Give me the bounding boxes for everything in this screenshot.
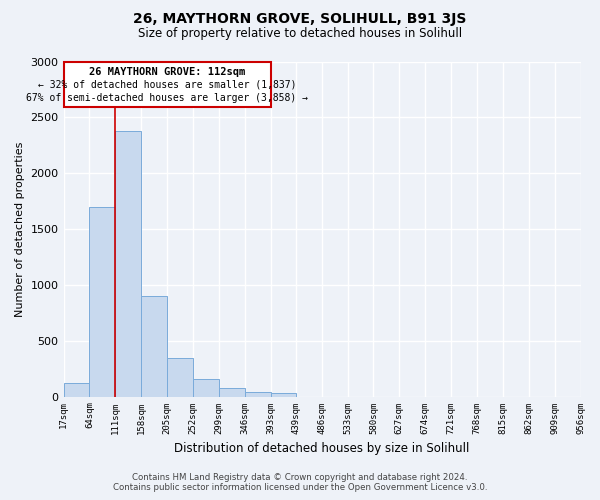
Bar (245, 392, 271, 396)
Bar (271, 393, 296, 396)
Bar (141, 296, 167, 396)
Y-axis label: Number of detached properties: Number of detached properties (15, 142, 25, 316)
Bar (89, 206, 115, 396)
X-axis label: Distribution of detached houses by size in Solihull: Distribution of detached houses by size … (175, 442, 470, 455)
Text: 67% of semi-detached houses are larger (3,858) →: 67% of semi-detached houses are larger (… (26, 92, 308, 102)
Bar (219, 388, 245, 396)
Bar (64, 382, 89, 396)
Text: 26 MAYTHORN GROVE: 112sqm: 26 MAYTHORN GROVE: 112sqm (89, 66, 245, 76)
Text: 26, MAYTHORN GROVE, SOLIHULL, B91 3JS: 26, MAYTHORN GROVE, SOLIHULL, B91 3JS (133, 12, 467, 26)
Bar (193, 379, 219, 396)
Text: Contains HM Land Registry data © Crown copyright and database right 2024.
Contai: Contains HM Land Registry data © Crown c… (113, 473, 487, 492)
Text: Size of property relative to detached houses in Solihull: Size of property relative to detached ho… (138, 28, 462, 40)
FancyBboxPatch shape (64, 62, 271, 108)
Text: ← 32% of detached houses are smaller (1,837): ← 32% of detached houses are smaller (1,… (38, 80, 296, 90)
Bar (115, 130, 141, 396)
Bar (167, 358, 193, 397)
